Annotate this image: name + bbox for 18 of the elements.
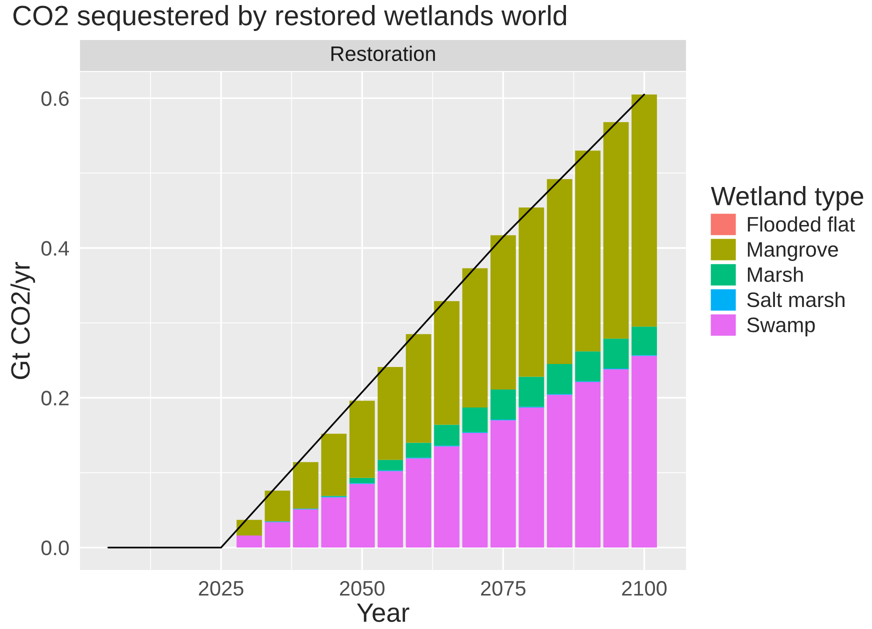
legend-label: Marsh [748, 266, 803, 282]
y-axis-title: Gt CO2/yr [10, 262, 36, 380]
legend-label: Flooded flat [748, 216, 855, 232]
legend-title: Wetland type [710, 186, 864, 211]
x-tick-label: 2075 [481, 580, 526, 596]
legend-label: Mangrove [748, 242, 838, 261]
x-tick-label: 2100 [622, 580, 667, 596]
y-tick-label: 0.6 [41, 91, 69, 106]
y-tick-label: 0.0 [41, 540, 69, 556]
chart-subtitle: Restoration [331, 46, 435, 62]
y-tick-label: 0.4 [41, 240, 69, 256]
y-tick-label: 0.2 [41, 390, 69, 406]
chart-title: CO2 sequestered by restored wetlands world [13, 5, 566, 31]
x-tick-label: 2025 [198, 580, 244, 596]
x-axis-title: Year [356, 604, 410, 622]
legend-label: Salt marsh [747, 292, 844, 308]
x-tick-label: 2050 [340, 580, 384, 596]
legend-label: Swamp [747, 318, 815, 336]
